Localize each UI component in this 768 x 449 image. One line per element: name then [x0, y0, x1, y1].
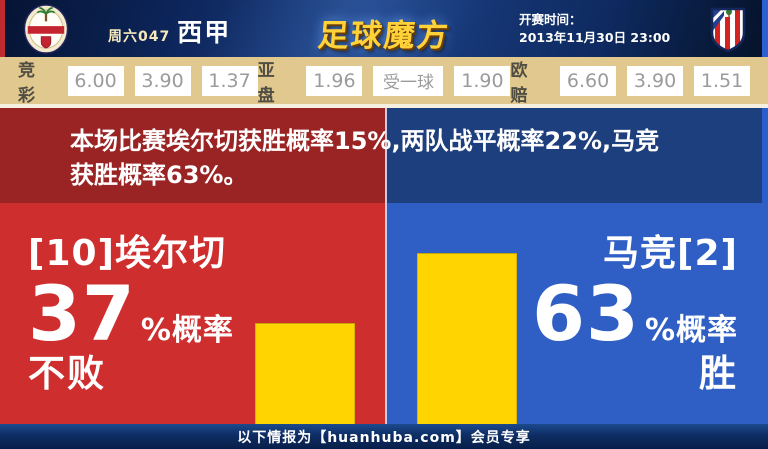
odds-value-box: 1.37 — [201, 65, 258, 96]
odds-value-box: 1.51 — [694, 65, 751, 96]
site-logo: 足球魔方 — [316, 18, 452, 54]
odds-label-yapan: 亚盘 — [257, 60, 276, 106]
home-summary-background — [0, 108, 385, 203]
away-outcome: 胜 — [699, 352, 738, 396]
panel-divider — [385, 108, 387, 424]
right-blue-stripe — [762, 0, 768, 57]
away-panel-body: 马竞[2] 63 %概率 胜 — [387, 203, 768, 424]
odds-value-box: 3.90 — [134, 65, 191, 96]
away-probability: 63 %概率 — [387, 276, 738, 352]
match-title: 周六047 西甲 — [108, 13, 231, 49]
away-summary-background — [387, 108, 768, 203]
odds-value-box: 1.90 — [454, 65, 511, 96]
odds-group-yapan: 亚盘 1.96 受一球 1.90 — [258, 56, 511, 106]
odds-label-jingcai: 竞彩 — [18, 60, 36, 106]
atletico-crest-icon — [708, 4, 748, 57]
away-team-panel: 马竞[2] 63 %概率 胜 — [387, 108, 768, 424]
home-probability-bar — [255, 323, 355, 424]
prediction-main: [10]埃尔切 37 %概率 不败 马竞[2] 63 %概率 胜 — [0, 108, 768, 424]
home-probability: 37 %概率 — [28, 276, 385, 352]
odds-value-box: 1.96 — [306, 65, 363, 96]
footer-member-notice: 以下情报为【huanhuba.com】会员专享 — [0, 424, 768, 449]
home-team-panel: [10]埃尔切 37 %概率 不败 — [0, 108, 385, 424]
league-name: 西甲 — [177, 18, 232, 47]
away-probability-suffix: %概率 — [644, 313, 738, 348]
away-probability-bar — [417, 253, 517, 424]
odds-group-jingcai: 竞彩 6.00 3.90 1.37 — [18, 56, 258, 106]
odds-value-box: 6.00 — [67, 65, 124, 96]
home-probability-value: 37 — [28, 269, 136, 358]
match-header: 周六047 西甲 足球魔方 开赛时间： 2013年11月30日 23:00 — [0, 0, 768, 57]
odds-bar: 竞彩 6.00 3.90 1.37 亚盘 1.96 受一球 1.90 欧赔 6.… — [0, 56, 768, 106]
away-team-name: 马竞[2] — [603, 233, 738, 274]
home-outcome: 不败 — [28, 352, 106, 396]
home-team-name: [10]埃尔切 — [28, 233, 227, 274]
odds-handicap-box: 受一球 — [373, 65, 444, 96]
separator-line — [0, 104, 768, 108]
kickoff-time-block: 开赛时间： 2013年11月30日 23:00 — [519, 11, 670, 47]
match-number: 周六047 — [108, 29, 171, 45]
left-red-stripe — [0, 0, 5, 57]
odds-label-oupei: 欧赔 — [510, 60, 529, 106]
kickoff-label: 开赛时间： — [519, 12, 582, 27]
odds-value-box: 6.60 — [560, 65, 617, 96]
home-panel-body: [10]埃尔切 37 %概率 不败 — [0, 203, 385, 424]
match-summary-text: 本场比赛埃尔切获胜概率15%,两队战平概率22%,马竞获胜概率63%。 — [70, 127, 660, 189]
home-probability-suffix: %概率 — [140, 313, 234, 348]
odds-group-oupei: 欧赔 6.60 3.90 1.51 — [510, 56, 751, 106]
elche-crest-icon — [23, 4, 69, 57]
away-probability-value: 63 — [532, 269, 640, 358]
odds-value-box: 3.90 — [627, 65, 684, 96]
kickoff-time: 2013年11月30日 23:00 — [519, 30, 671, 45]
